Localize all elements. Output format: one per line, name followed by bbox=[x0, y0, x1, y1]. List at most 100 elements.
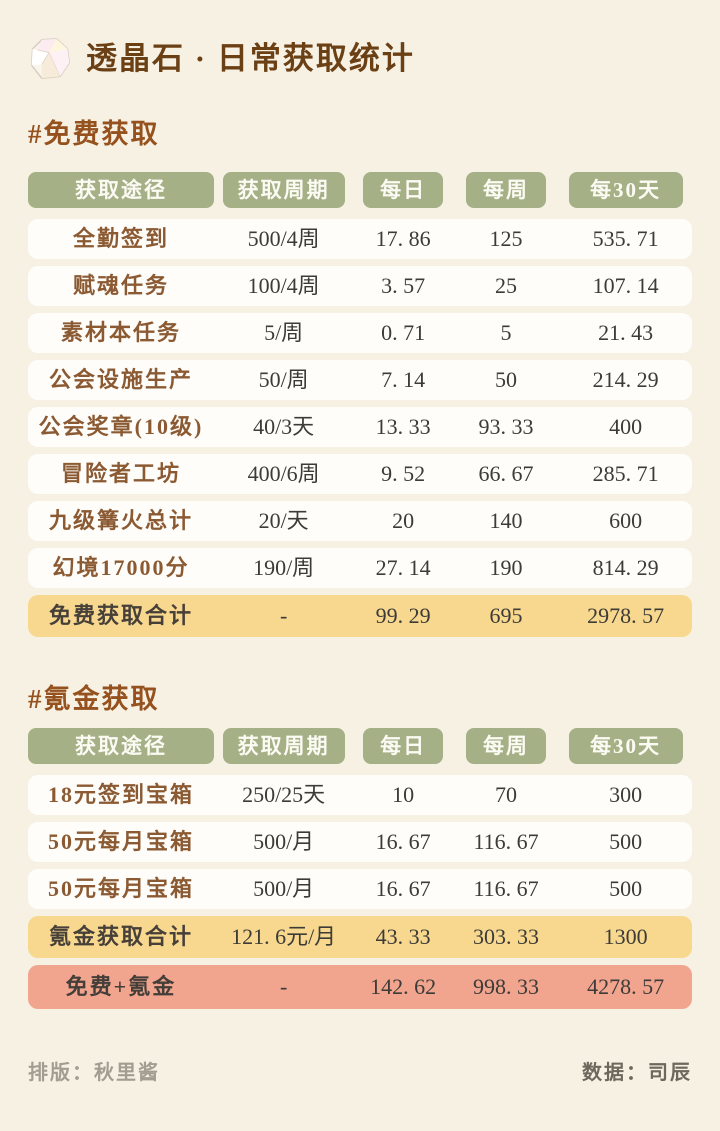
column-header-daily: 每日 bbox=[363, 172, 444, 208]
cell-monthly: 814. 29 bbox=[592, 555, 659, 580]
table-row: 18元签到宝箱 250/25天 10 70 300 bbox=[28, 775, 692, 815]
table-row: 全勤签到 500/4周 17. 86 125 535. 71 bbox=[28, 219, 692, 259]
cell-monthly: 500 bbox=[609, 829, 643, 854]
cell-weekly: 303. 33 bbox=[473, 924, 540, 949]
cell-weekly: 998. 33 bbox=[473, 974, 540, 999]
cell-cycle: 500/4周 bbox=[247, 226, 320, 251]
cell-source: 公会设施生产 bbox=[48, 367, 193, 392]
cell-weekly: 50 bbox=[495, 367, 518, 392]
cell-daily: 10 bbox=[392, 782, 415, 807]
cell-monthly: 400 bbox=[609, 414, 643, 439]
cell-monthly: 2978. 57 bbox=[587, 603, 665, 628]
cell-cycle: 5/周 bbox=[264, 320, 304, 345]
cell-weekly: 116. 67 bbox=[473, 876, 539, 901]
cell-cycle: 500/月 bbox=[253, 876, 315, 901]
cell-cycle: 100/4周 bbox=[247, 273, 320, 298]
table-body-paid: 18元签到宝箱 250/25天 10 70 300 50元每月宝箱 500/月 … bbox=[28, 775, 692, 1009]
cell-monthly: 300 bbox=[609, 782, 643, 807]
table-row: 氪金获取合计 121. 6元/月 43. 33 303. 33 1300 bbox=[28, 916, 692, 958]
footer-credit-data: 数据：司辰 bbox=[582, 1062, 692, 1084]
cell-weekly: 190 bbox=[489, 555, 523, 580]
table-row: 素材本任务 5/周 0. 71 5 21. 43 bbox=[28, 313, 692, 353]
cell-cycle: 121. 6元/月 bbox=[231, 924, 337, 949]
cell-cycle: 190/周 bbox=[253, 555, 315, 580]
cell-daily: 13. 33 bbox=[375, 414, 431, 439]
cell-monthly: 21. 43 bbox=[598, 320, 654, 345]
cell-monthly: 1300 bbox=[603, 924, 648, 949]
cell-cycle: 40/3天 bbox=[253, 414, 315, 439]
footer-credits: 排版：秋里酱 数据：司辰 bbox=[28, 1061, 692, 1085]
cell-source: 冒险者工坊 bbox=[60, 461, 181, 486]
cell-source: 赋魂任务 bbox=[72, 273, 169, 298]
column-header-weekly: 每周 bbox=[466, 728, 547, 764]
cell-source: 素材本任务 bbox=[60, 320, 181, 345]
table-row: 幻境17000分 190/周 27. 14 190 814. 29 bbox=[28, 548, 692, 588]
column-header-daily: 每日 bbox=[363, 728, 444, 764]
column-header-weekly: 每周 bbox=[466, 172, 547, 208]
section-paid: #氪金获取 获取途径 获取周期 每日 每周 每30天 18元签到宝箱 250/2… bbox=[28, 683, 692, 1009]
table-row: 免费获取合计 - 99. 29 695 2978. 57 bbox=[28, 595, 692, 637]
column-header-cycle: 获取周期 bbox=[222, 728, 345, 764]
footer-credit-layout: 排版：秋里酱 bbox=[28, 1062, 160, 1084]
cell-daily: 9. 52 bbox=[381, 461, 426, 486]
table-row: 公会设施生产 50/周 7. 14 50 214. 29 bbox=[28, 360, 692, 400]
table-row: 50元每月宝箱 500/月 16. 67 116. 67 500 bbox=[28, 822, 692, 862]
column-header-monthly: 每30天 bbox=[568, 172, 683, 208]
section-heading-paid: #氪金获取 bbox=[28, 684, 160, 714]
cell-source: 50元每月宝箱 bbox=[47, 829, 194, 854]
cell-daily: 16. 67 bbox=[375, 876, 431, 901]
cell-cycle: - bbox=[279, 974, 288, 999]
table-row: 赋魂任务 100/4周 3. 57 25 107. 14 bbox=[28, 266, 692, 306]
cell-weekly: 140 bbox=[489, 508, 523, 533]
cell-monthly: 214. 29 bbox=[592, 367, 659, 392]
cell-source: 九级篝火总计 bbox=[48, 508, 193, 533]
column-header-source: 获取途径 bbox=[28, 728, 214, 764]
table-row: 冒险者工坊 400/6周 9. 52 66. 67 285. 71 bbox=[28, 454, 692, 494]
cell-source: 幻境17000分 bbox=[52, 555, 190, 580]
cell-monthly: 107. 14 bbox=[592, 273, 659, 298]
cell-weekly: 66. 67 bbox=[478, 461, 534, 486]
cell-weekly: 25 bbox=[495, 273, 518, 298]
table-body-free: 全勤签到 500/4周 17. 86 125 535. 71 赋魂任务 100/… bbox=[28, 219, 692, 637]
cell-source: 全勤签到 bbox=[72, 226, 169, 251]
cell-monthly: 500 bbox=[609, 876, 643, 901]
cell-cycle: 400/6周 bbox=[247, 461, 320, 486]
cell-cycle: 250/25天 bbox=[242, 782, 326, 807]
cell-cycle: - bbox=[279, 603, 288, 628]
table-row: 九级篝火总计 20/天 20 140 600 bbox=[28, 501, 692, 541]
cell-monthly: 600 bbox=[609, 508, 643, 533]
cell-weekly: 695 bbox=[489, 603, 523, 628]
cell-weekly: 125 bbox=[489, 226, 523, 251]
crystal-gem-icon bbox=[30, 38, 70, 79]
cell-weekly: 93. 33 bbox=[478, 414, 534, 439]
cell-source: 免费获取合计 bbox=[48, 603, 193, 628]
table-row: 公会奖章(10级) 40/3天 13. 33 93. 33 400 bbox=[28, 407, 692, 447]
cell-source: 免费+氪金 bbox=[65, 974, 177, 999]
cell-daily: 16. 67 bbox=[375, 829, 431, 854]
cell-weekly: 116. 67 bbox=[473, 829, 539, 854]
cell-monthly: 4278. 57 bbox=[587, 974, 665, 999]
cell-daily: 99. 29 bbox=[375, 603, 431, 628]
table-header-row: 获取途径 获取周期 每日 每周 每30天 bbox=[28, 172, 692, 208]
cell-daily: 17. 86 bbox=[375, 226, 431, 251]
page-title: 透晶石 · 日常获取统计 bbox=[86, 41, 415, 76]
cell-cycle: 500/月 bbox=[253, 829, 315, 854]
cell-daily: 27. 14 bbox=[375, 555, 431, 580]
column-header-cycle: 获取周期 bbox=[222, 172, 345, 208]
column-header-source: 获取途径 bbox=[28, 172, 214, 208]
cell-monthly: 285. 71 bbox=[592, 461, 659, 486]
cell-daily: 20 bbox=[392, 508, 415, 533]
cell-cycle: 50/周 bbox=[258, 367, 309, 392]
cell-source: 氪金获取合计 bbox=[48, 924, 193, 949]
infographic-page: 透晶石 · 日常获取统计 #免费获取 获取途径 获取周期 每日 每周 每30天 … bbox=[28, 38, 692, 1085]
cell-daily: 3. 57 bbox=[381, 273, 426, 298]
cell-daily: 0. 71 bbox=[381, 320, 426, 345]
cell-cycle: 20/天 bbox=[258, 508, 309, 533]
cell-source: 公会奖章(10级) bbox=[38, 414, 204, 439]
cell-weekly: 5 bbox=[500, 320, 512, 345]
cell-daily: 43. 33 bbox=[375, 924, 431, 949]
cell-daily: 142. 62 bbox=[370, 974, 437, 999]
section-free: #免费获取 获取途径 获取周期 每日 每周 每30天 全勤签到 500/4周 1… bbox=[28, 118, 692, 637]
cell-weekly: 70 bbox=[495, 782, 518, 807]
cell-monthly: 535. 71 bbox=[592, 226, 659, 251]
